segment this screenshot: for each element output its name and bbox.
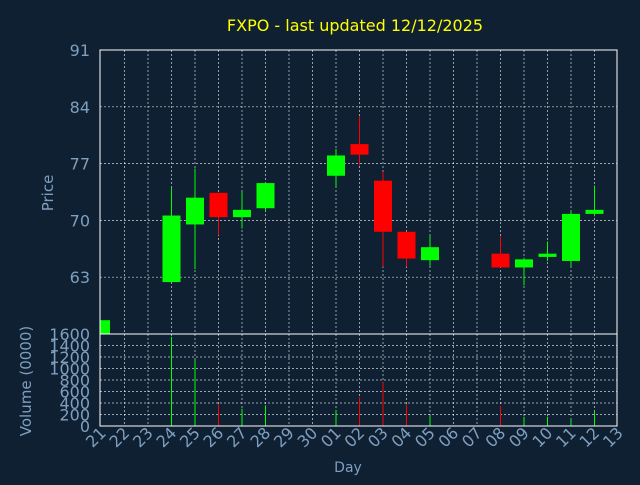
candle-body [421, 247, 439, 261]
volume-tick-label: 800 [59, 371, 90, 390]
price-tick-label: 77 [70, 155, 90, 174]
volume-tick-label: 1000 [49, 360, 90, 379]
candle-body [327, 155, 345, 176]
volume-tick-label: 1200 [49, 348, 90, 367]
candle-body [491, 253, 510, 268]
candle-body [186, 197, 204, 225]
candle-body [538, 253, 557, 257]
volume-panel: 0200400600800100012001400160021222324252… [49, 325, 627, 451]
chart-title: FXPO - last updated 12/12/2025 [227, 16, 483, 35]
candle-body [515, 259, 533, 268]
candle-body [233, 209, 251, 218]
x-axis-label: Day [334, 460, 362, 476]
price-tick-label: 91 [70, 41, 90, 60]
price-tick-label: 84 [70, 98, 90, 117]
candle-body [562, 213, 580, 261]
candle-body [256, 183, 275, 209]
candle-body [585, 209, 604, 214]
price-axis-label: Price [39, 175, 57, 212]
candle-body [374, 180, 392, 232]
candle-body [100, 320, 110, 334]
candle-body [209, 192, 228, 218]
volume-frame [99, 333, 618, 427]
candles [100, 116, 604, 334]
volume-tick-label: 0 [80, 417, 90, 436]
candle-body [162, 215, 181, 283]
volume-tick-label: 600 [59, 383, 90, 402]
volume-tick-label: 200 [59, 406, 90, 425]
candle-body [397, 231, 416, 259]
volume-axis-label: Volume (0000) [17, 326, 35, 436]
candle-body [350, 144, 369, 155]
volume-tick-label: 1400 [49, 337, 90, 356]
price-tick-label: 70 [70, 211, 90, 230]
price-frame [99, 49, 618, 335]
volume-tick-label: 400 [59, 394, 90, 413]
price-panel: 63 70 77 84 91 [70, 41, 618, 335]
price-tick-label: 63 [70, 268, 90, 287]
volume-tick-label: 1600 [49, 325, 90, 344]
x-tick-label: 13 [599, 423, 627, 451]
